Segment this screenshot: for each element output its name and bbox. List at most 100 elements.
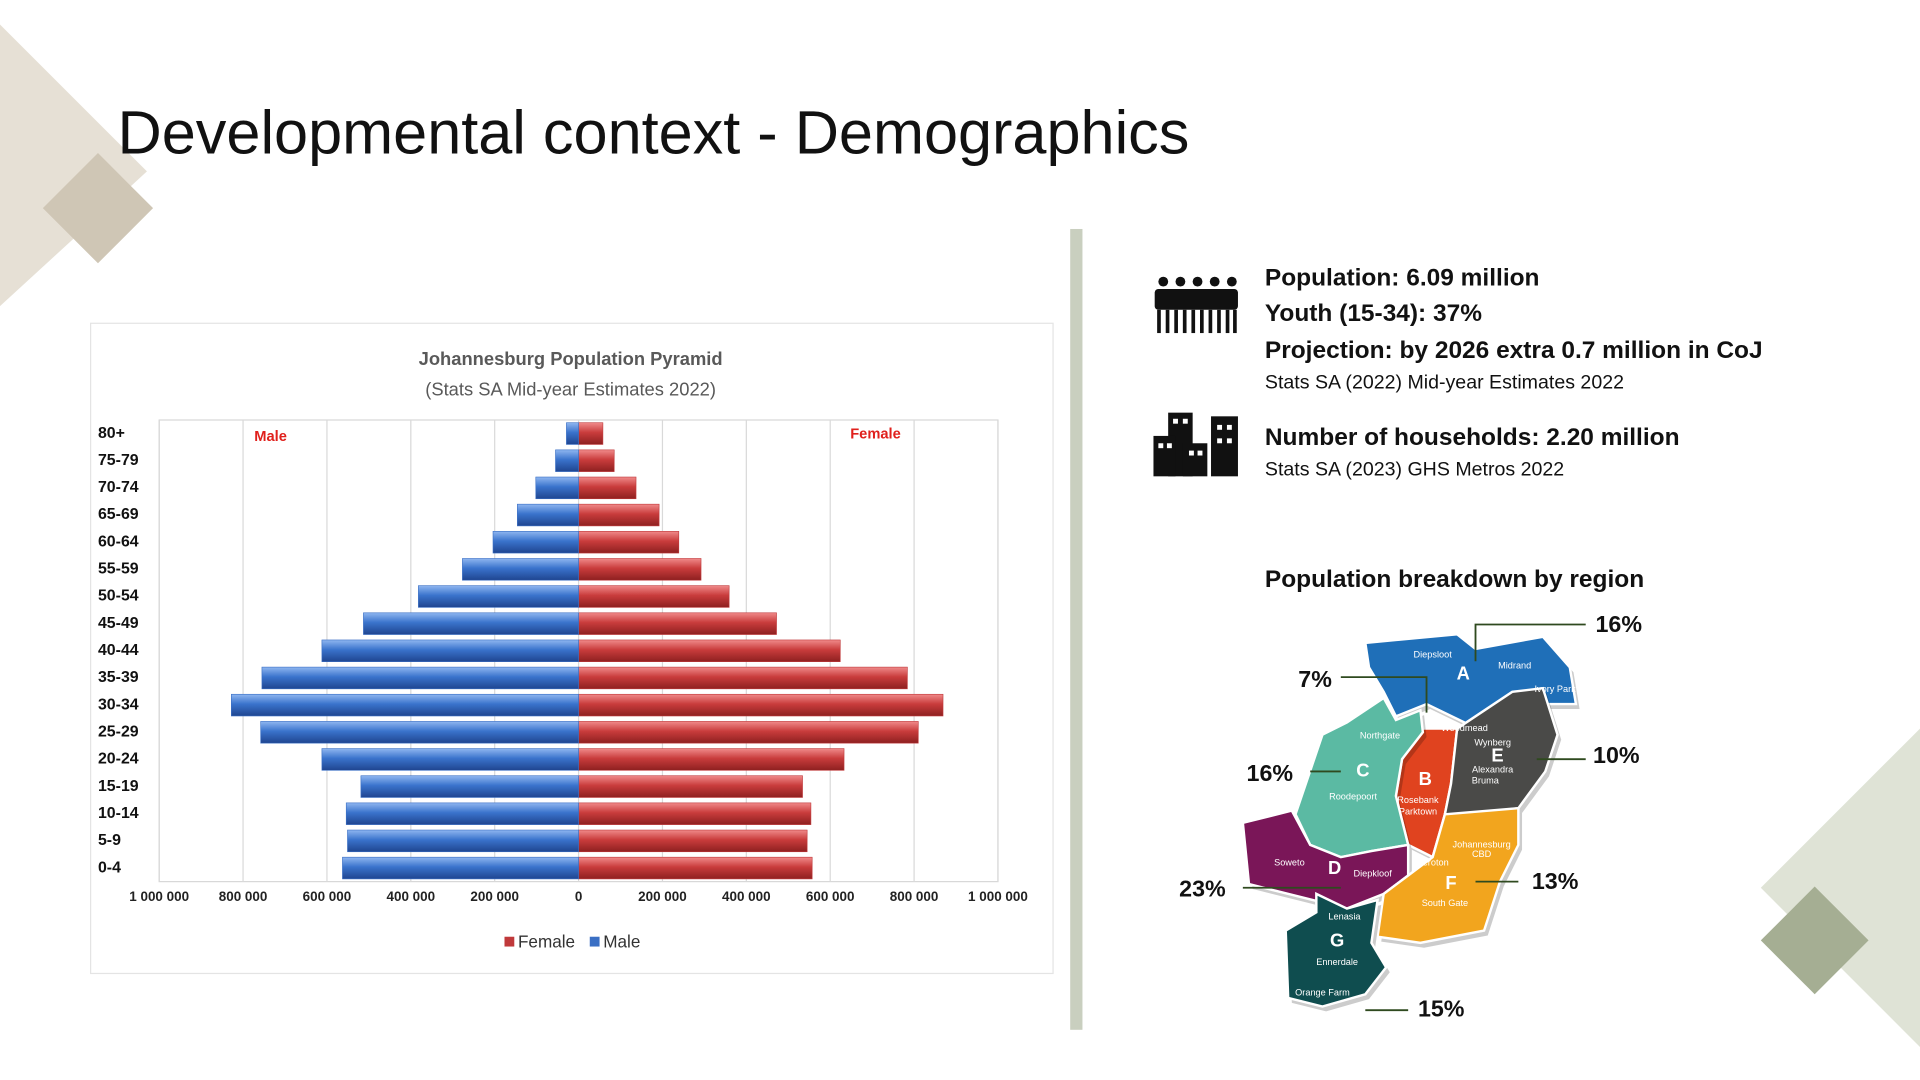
place-label: CBD	[1472, 849, 1492, 859]
x-tick-label: 600 000	[806, 889, 855, 904]
region-letter: A	[1457, 663, 1470, 684]
place-label: Aeroton	[1417, 858, 1449, 868]
bar	[566, 422, 579, 445]
region-letter: B	[1419, 768, 1432, 789]
place-label: Lenasia	[1328, 912, 1361, 922]
place-label: Orange Farm	[1295, 987, 1350, 997]
bar	[578, 585, 730, 608]
bar	[321, 639, 579, 662]
x-tick-label: 200 000	[470, 889, 519, 904]
bar	[555, 449, 579, 472]
region-share: 16%	[1247, 760, 1294, 786]
y-tick-label: 10-14	[98, 805, 139, 822]
y-tick-label: 50-54	[98, 588, 139, 605]
bar	[578, 856, 813, 880]
place-label: Woodmead	[1441, 723, 1488, 733]
map-region	[1443, 686, 1559, 816]
place-label: South Gate	[1422, 898, 1468, 908]
region-share: 16%	[1596, 611, 1643, 637]
y-tick-label: 30-34	[98, 696, 139, 713]
x-tick-label: 0	[575, 889, 582, 904]
place-label: Johannesburg	[1453, 839, 1511, 849]
legend-swatch	[589, 936, 600, 947]
people-icon	[1154, 276, 1238, 334]
bar	[418, 585, 579, 608]
bar	[535, 476, 579, 500]
map-region	[1284, 891, 1388, 1008]
map-region	[1241, 809, 1410, 910]
region-share: 23%	[1179, 875, 1226, 901]
bar	[578, 802, 812, 825]
bar	[578, 721, 919, 744]
y-tick-label: 60-64	[98, 533, 139, 550]
y-tick-label: 55-59	[98, 561, 139, 578]
place-label: Rosebank	[1397, 795, 1439, 805]
bar	[578, 748, 845, 771]
x-tick-label: 600 000	[303, 889, 352, 904]
stat: Projection: by 2026 extra 0.7 million in…	[1265, 337, 1763, 364]
chart-title: Johannesburg Population Pyramid	[419, 348, 723, 369]
bar	[578, 531, 680, 554]
stat: Youth (15-34): 37%	[1265, 300, 1482, 327]
decoration	[1760, 728, 1920, 1047]
annotation: Male	[254, 429, 287, 445]
slide-title: Developmental context - Demographics	[118, 98, 1190, 166]
callout-line	[1474, 623, 1586, 662]
y-tick-label: 75-79	[98, 452, 139, 469]
y-tick-label: 45-49	[98, 615, 139, 632]
bar	[517, 503, 579, 527]
bar	[578, 422, 604, 445]
region-letter: E	[1491, 745, 1503, 766]
buildings-icon	[1153, 412, 1238, 477]
bar	[578, 476, 637, 500]
y-tick-label: 65-69	[98, 506, 139, 523]
place-label: Northgate	[1360, 730, 1400, 740]
bar	[342, 856, 579, 880]
bar	[578, 639, 841, 662]
bar	[260, 721, 579, 744]
x-tick-label: 400 000	[722, 889, 771, 904]
place-label: Diepkloof	[1354, 869, 1393, 879]
x-tick-label: 800 000	[890, 889, 939, 904]
y-tick-label: 70-74	[98, 479, 139, 496]
stat: Population: 6.09 million	[1265, 265, 1540, 292]
bar	[578, 449, 615, 472]
place-label: Bruma	[1472, 776, 1500, 786]
y-tick-label: 5-9	[98, 832, 121, 849]
x-tick-label: 400 000	[386, 889, 435, 904]
region-letter: C	[1356, 759, 1369, 780]
region-share: 15%	[1418, 995, 1465, 1021]
source: Stats SA (2022) Mid-year Estimates 2022	[1265, 371, 1624, 393]
bar	[345, 802, 579, 825]
y-tick-label: 40-44	[98, 642, 139, 659]
region-letter: F	[1445, 872, 1456, 893]
map: A Diepsloot Midrand Ivory Park 16% B RosebankP…	[1179, 611, 1642, 1021]
y-tick-label: 80+	[98, 425, 125, 442]
bar	[492, 531, 579, 554]
legend-label: Male	[603, 931, 640, 951]
stat: Number of households: 2.20 million	[1265, 424, 1680, 451]
region-share: 7%	[1298, 666, 1332, 692]
bar	[578, 503, 660, 527]
x-tick-label: 800 000	[219, 889, 268, 904]
bar	[360, 775, 579, 798]
decoration	[0, 24, 147, 307]
x-tick-label: 1 000 000	[968, 889, 1028, 904]
bar	[231, 693, 579, 717]
bar	[321, 748, 579, 771]
bar	[462, 558, 579, 581]
y-tick-label: 15-19	[98, 778, 139, 795]
legend-label: Female	[518, 931, 575, 951]
region-share: 10%	[1593, 742, 1640, 768]
bar	[578, 612, 777, 635]
bar	[578, 693, 944, 717]
place-label: Wynberg	[1474, 738, 1511, 748]
bar	[578, 666, 908, 690]
chart-subtitle: (Stats SA Mid-year Estimates 2022)	[425, 378, 716, 399]
map-region	[1376, 806, 1520, 945]
legend-swatch	[504, 936, 515, 947]
y-tick-label: 20-24	[98, 751, 139, 768]
place-label: Midrand	[1498, 661, 1531, 671]
